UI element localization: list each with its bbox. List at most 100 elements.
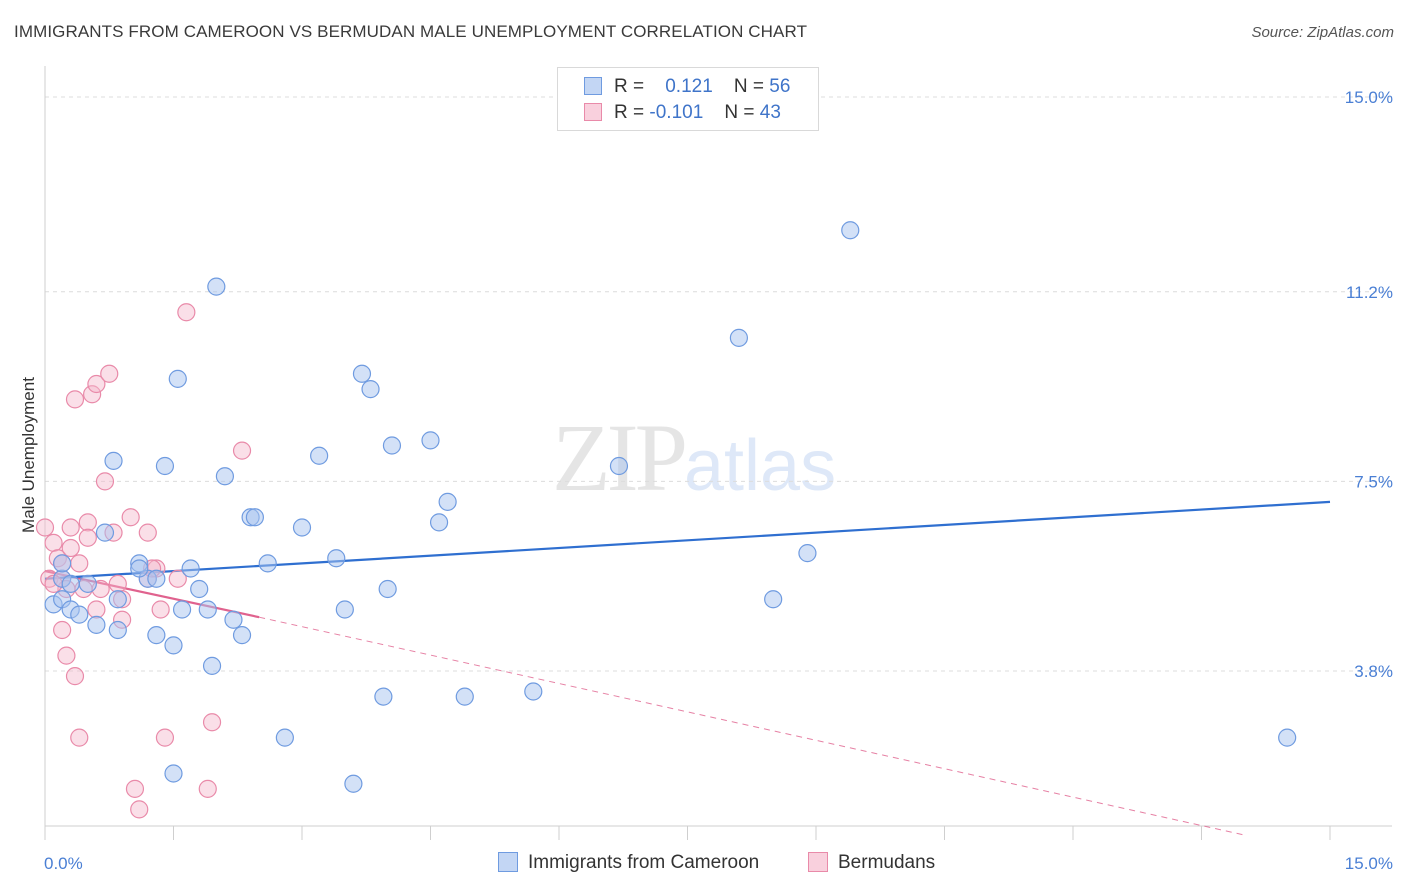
data-point-cameroon (95, 523, 115, 542)
data-point-cameroon (275, 728, 294, 747)
x-tick-label: 0.0% (44, 854, 83, 873)
data-point-cameroon (609, 456, 629, 476)
legend-swatch-cameroon (584, 77, 602, 95)
data-point-cameroon (78, 574, 97, 593)
data-point-bermudans (232, 441, 252, 460)
data-point-cameroon (147, 626, 166, 645)
data-point-cameroon (108, 620, 127, 640)
data-point-cameroon (130, 559, 149, 578)
legend-row-cameroon: R = 0.121 N = 56 (584, 76, 790, 102)
data-point-bermudans (61, 518, 80, 537)
legend-swatch-cameroon (498, 852, 518, 872)
x-tick-label: 15.0% (1345, 854, 1393, 873)
data-point-cameroon (172, 600, 192, 619)
data-point-bermudans (83, 385, 102, 404)
data-point-bermudans (87, 374, 106, 394)
data-point-cameroon (202, 656, 222, 675)
data-point-bermudans (125, 779, 145, 798)
data-point-bermudans (138, 523, 157, 542)
legend-swatch-bermudans (584, 103, 602, 121)
legend-n-value: 43 (759, 102, 781, 123)
data-point-bermudans (95, 472, 115, 491)
data-point-cameroon (164, 636, 183, 655)
data-point-cameroon (429, 513, 449, 532)
data-point-bermudans (130, 800, 149, 819)
data-point-cameroon (438, 492, 457, 511)
data-point-bermudans (202, 713, 222, 732)
data-point-bermudans (177, 303, 196, 322)
data-point-cameroon (245, 508, 264, 527)
data-point-cameroon (374, 687, 393, 706)
trend-line-cameroon (44, 500, 1331, 580)
data-point-cameroon (361, 380, 380, 399)
data-point-cameroon (190, 579, 209, 599)
data-point-cameroon (421, 431, 440, 450)
data-point-cameroon (168, 369, 187, 388)
legend-r-value: 0.121 (665, 76, 713, 97)
data-point-cameroon (87, 615, 106, 634)
data-point-bermudans (78, 513, 97, 532)
legend-r-label: R = (614, 102, 645, 123)
points-cameroon (44, 221, 1297, 793)
legend-r-value: -0.101 (649, 102, 704, 123)
data-point-cameroon (147, 569, 166, 588)
legend-n-label: N = (733, 76, 765, 97)
data-point-cameroon (292, 518, 312, 537)
data-point-bermudans (65, 390, 85, 409)
data-point-bermudans (65, 667, 85, 686)
axes (44, 66, 1392, 840)
data-point-bermudans (78, 528, 97, 547)
data-point-cameroon (327, 549, 346, 568)
data-point-bermudans (70, 728, 89, 747)
data-point-cameroon (181, 559, 200, 578)
data-point-cameroon (1278, 728, 1297, 747)
data-point-cameroon (164, 764, 183, 783)
data-point-cameroon (729, 328, 749, 347)
legend-n-label: N = (724, 102, 755, 123)
data-point-cameroon (155, 456, 175, 476)
data-point-cameroon (798, 544, 817, 563)
chart-title: IMMIGRANTS FROM CAMEROON VS BERMUDAN MAL… (14, 22, 808, 41)
data-point-bermudans (70, 554, 89, 573)
y-tick-label: 3.8% (1354, 662, 1393, 681)
legend-item-cameroon: Immigrants from Cameroon (498, 852, 759, 874)
data-point-cameroon (53, 554, 72, 573)
data-point-cameroon (310, 446, 329, 465)
data-point-cameroon (352, 364, 372, 383)
data-point-bermudans (35, 518, 55, 537)
data-point-bermudans (100, 364, 119, 383)
y-tick-label: 7.5% (1354, 472, 1393, 491)
data-point-cameroon (70, 605, 89, 624)
data-point-bermudans (168, 569, 187, 588)
source-credit: Source: ZipAtlas.com (1251, 24, 1394, 41)
data-point-cameroon (382, 436, 402, 455)
legend-swatch-bermudans (808, 852, 828, 872)
data-point-bermudans (53, 620, 72, 640)
data-point-cameroon (841, 221, 860, 240)
data-point-cameroon (224, 610, 243, 629)
grid-lines (45, 96, 1392, 672)
data-point-cameroon (207, 277, 226, 296)
data-point-bermudans (155, 728, 175, 747)
trend-line-bermudans (44, 569, 1245, 836)
legend-n-value: 56 (769, 76, 791, 97)
data-point-bermudans (61, 538, 80, 558)
legend-label-cameroon: Immigrants from Cameroon (528, 852, 760, 873)
data-point-cameroon (344, 774, 363, 793)
legend-item-bermudans: Bermudans (808, 852, 935, 874)
correlation-legend: R = 0.121 N = 56 R = -0.101 N = 43 (557, 67, 819, 131)
data-point-cameroon (764, 590, 783, 609)
data-point-bermudans (108, 574, 127, 593)
y-tick-label: 15.0% (1345, 88, 1393, 107)
data-point-bermudans (121, 508, 140, 527)
data-point-cameroon (258, 554, 277, 573)
data-point-bermudans (87, 600, 106, 619)
data-point-cameroon (232, 626, 252, 645)
data-point-cameroon (378, 579, 397, 599)
data-point-bermudans (151, 600, 170, 619)
y-tick-label: 11.2% (1346, 283, 1393, 302)
data-point-cameroon (455, 687, 474, 706)
data-point-cameroon (198, 600, 217, 619)
tick-labels: 3.8% 7.5% 11.2% 15.0% 0.0% 15.0% (44, 88, 1393, 873)
